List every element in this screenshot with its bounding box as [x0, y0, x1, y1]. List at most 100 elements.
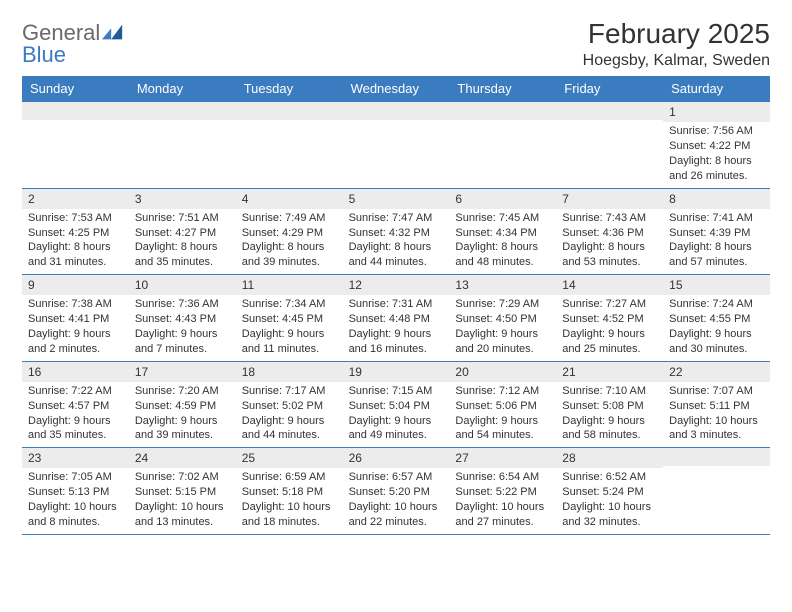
- sunrise-text: Sunrise: 6:52 AM: [562, 470, 657, 485]
- day-body: Sunrise: 7:15 AMSunset: 5:04 PMDaylight:…: [343, 382, 450, 447]
- daylight-text-2: and 49 minutes.: [349, 428, 444, 443]
- day-body: Sunrise: 7:24 AMSunset: 4:55 PMDaylight:…: [663, 295, 770, 360]
- day-number: 15: [663, 275, 770, 295]
- day-body: Sunrise: 7:49 AMSunset: 4:29 PMDaylight:…: [236, 209, 343, 274]
- day-body: [129, 120, 236, 180]
- sunrise-text: Sunrise: 7:31 AM: [349, 297, 444, 312]
- daylight-text-2: and 3 minutes.: [669, 428, 764, 443]
- sunrise-text: Sunrise: 7:41 AM: [669, 211, 764, 226]
- day-header-wed: Wednesday: [343, 76, 450, 101]
- daylight-text-2: and 18 minutes.: [242, 515, 337, 530]
- daylight-text-1: Daylight: 9 hours: [669, 327, 764, 342]
- day-body: Sunrise: 7:53 AMSunset: 4:25 PMDaylight:…: [22, 209, 129, 274]
- day-number: 2: [22, 189, 129, 209]
- day-number: 11: [236, 275, 343, 295]
- day-number: 21: [556, 362, 663, 382]
- day-body: Sunrise: 7:10 AMSunset: 5:08 PMDaylight:…: [556, 382, 663, 447]
- daylight-text-1: Daylight: 9 hours: [242, 327, 337, 342]
- sunset-text: Sunset: 4:55 PM: [669, 312, 764, 327]
- daylight-text-1: Daylight: 10 hours: [455, 500, 550, 515]
- logo-text: General Blue: [22, 22, 124, 66]
- day-number: [129, 102, 236, 120]
- day-body: [449, 120, 556, 180]
- sunset-text: Sunset: 4:43 PM: [135, 312, 230, 327]
- day-number: 5: [343, 189, 450, 209]
- week-row: 2Sunrise: 7:53 AMSunset: 4:25 PMDaylight…: [22, 188, 770, 275]
- day-cell: 27Sunrise: 6:54 AMSunset: 5:22 PMDayligh…: [449, 448, 556, 534]
- week-row: 16Sunrise: 7:22 AMSunset: 4:57 PMDayligh…: [22, 361, 770, 448]
- day-cell: 13Sunrise: 7:29 AMSunset: 4:50 PMDayligh…: [449, 275, 556, 361]
- daylight-text-1: Daylight: 9 hours: [242, 414, 337, 429]
- day-cell: 5Sunrise: 7:47 AMSunset: 4:32 PMDaylight…: [343, 189, 450, 275]
- day-cell: 26Sunrise: 6:57 AMSunset: 5:20 PMDayligh…: [343, 448, 450, 534]
- day-body: Sunrise: 7:27 AMSunset: 4:52 PMDaylight:…: [556, 295, 663, 360]
- day-body: Sunrise: 7:20 AMSunset: 4:59 PMDaylight:…: [129, 382, 236, 447]
- sunset-text: Sunset: 5:13 PM: [28, 485, 123, 500]
- sunset-text: Sunset: 4:34 PM: [455, 226, 550, 241]
- sunrise-text: Sunrise: 6:57 AM: [349, 470, 444, 485]
- daylight-text-2: and 39 minutes.: [135, 428, 230, 443]
- day-number: 4: [236, 189, 343, 209]
- day-body: Sunrise: 7:34 AMSunset: 4:45 PMDaylight:…: [236, 295, 343, 360]
- daylight-text-1: Daylight: 9 hours: [28, 414, 123, 429]
- day-number: 28: [556, 448, 663, 468]
- sunrise-text: Sunrise: 7:12 AM: [455, 384, 550, 399]
- daylight-text-2: and 22 minutes.: [349, 515, 444, 530]
- daylight-text-1: Daylight: 10 hours: [135, 500, 230, 515]
- daylight-text-2: and 58 minutes.: [562, 428, 657, 443]
- day-body: Sunrise: 7:17 AMSunset: 5:02 PMDaylight:…: [236, 382, 343, 447]
- daylight-text-1: Daylight: 10 hours: [28, 500, 123, 515]
- day-body: Sunrise: 6:52 AMSunset: 5:24 PMDaylight:…: [556, 468, 663, 533]
- day-header-sun: Sunday: [22, 76, 129, 101]
- daylight-text-1: Daylight: 9 hours: [349, 414, 444, 429]
- day-cell: [22, 102, 129, 188]
- daylight-text-1: Daylight: 9 hours: [28, 327, 123, 342]
- day-body: Sunrise: 7:38 AMSunset: 4:41 PMDaylight:…: [22, 295, 129, 360]
- day-cell: [129, 102, 236, 188]
- location: Hoegsby, Kalmar, Sweden: [583, 52, 770, 70]
- daylight-text-2: and 35 minutes.: [28, 428, 123, 443]
- day-number: 6: [449, 189, 556, 209]
- calendar: Sunday Monday Tuesday Wednesday Thursday…: [22, 76, 770, 535]
- day-body: Sunrise: 7:29 AMSunset: 4:50 PMDaylight:…: [449, 295, 556, 360]
- day-cell: 21Sunrise: 7:10 AMSunset: 5:08 PMDayligh…: [556, 362, 663, 448]
- daylight-text-1: Daylight: 8 hours: [242, 240, 337, 255]
- day-cell: [343, 102, 450, 188]
- sunset-text: Sunset: 4:52 PM: [562, 312, 657, 327]
- day-number: [236, 102, 343, 120]
- logo-mark-icon: [102, 24, 124, 40]
- day-cell: 23Sunrise: 7:05 AMSunset: 5:13 PMDayligh…: [22, 448, 129, 534]
- daylight-text-1: Daylight: 9 hours: [455, 414, 550, 429]
- day-number: 9: [22, 275, 129, 295]
- sunset-text: Sunset: 4:57 PM: [28, 399, 123, 414]
- day-number: [663, 448, 770, 466]
- sunset-text: Sunset: 4:48 PM: [349, 312, 444, 327]
- sunrise-text: Sunrise: 7:10 AM: [562, 384, 657, 399]
- day-cell: 28Sunrise: 6:52 AMSunset: 5:24 PMDayligh…: [556, 448, 663, 534]
- day-number: 20: [449, 362, 556, 382]
- daylight-text-2: and 57 minutes.: [669, 255, 764, 270]
- sunrise-text: Sunrise: 7:29 AM: [455, 297, 550, 312]
- day-body: [22, 120, 129, 180]
- week-row: 23Sunrise: 7:05 AMSunset: 5:13 PMDayligh…: [22, 447, 770, 535]
- day-cell: 2Sunrise: 7:53 AMSunset: 4:25 PMDaylight…: [22, 189, 129, 275]
- day-header-thu: Thursday: [449, 76, 556, 101]
- sunset-text: Sunset: 4:36 PM: [562, 226, 657, 241]
- daylight-text-1: Daylight: 9 hours: [455, 327, 550, 342]
- daylight-text-2: and 44 minutes.: [242, 428, 337, 443]
- daylight-text-1: Daylight: 8 hours: [669, 240, 764, 255]
- daylight-text-2: and 30 minutes.: [669, 342, 764, 357]
- week-row: 9Sunrise: 7:38 AMSunset: 4:41 PMDaylight…: [22, 274, 770, 361]
- sunset-text: Sunset: 5:11 PM: [669, 399, 764, 414]
- sunset-text: Sunset: 4:50 PM: [455, 312, 550, 327]
- day-cell: 9Sunrise: 7:38 AMSunset: 4:41 PMDaylight…: [22, 275, 129, 361]
- sunrise-text: Sunrise: 7:47 AM: [349, 211, 444, 226]
- day-number: 10: [129, 275, 236, 295]
- sunrise-text: Sunrise: 7:22 AM: [28, 384, 123, 399]
- daylight-text-2: and 35 minutes.: [135, 255, 230, 270]
- daylight-text-1: Daylight: 9 hours: [349, 327, 444, 342]
- sunset-text: Sunset: 4:32 PM: [349, 226, 444, 241]
- day-cell: [236, 102, 343, 188]
- day-number: [343, 102, 450, 120]
- daylight-text-1: Daylight: 10 hours: [242, 500, 337, 515]
